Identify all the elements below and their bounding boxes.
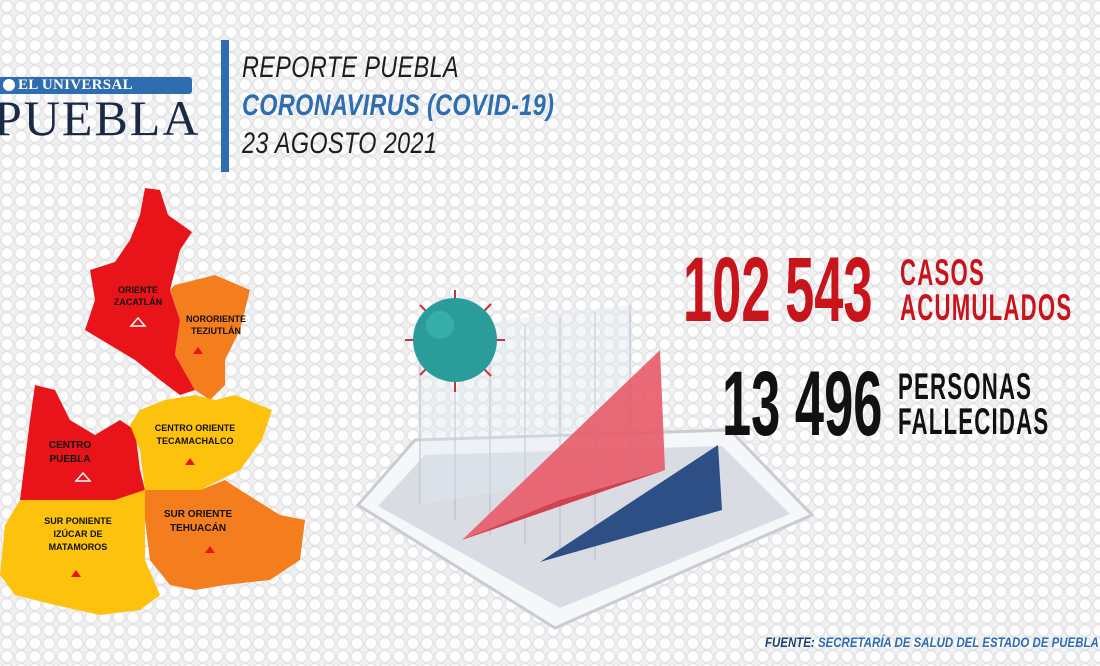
tablet-chart-illustration (355, 290, 815, 630)
divider (221, 40, 229, 172)
region-label: CENTRO ORIENTE (155, 423, 236, 433)
logo-brand: EL UNIVERSAL (0, 77, 192, 94)
red-bar-shape (462, 350, 665, 540)
region-sur-oriente-tehuacan (145, 480, 305, 590)
cases-label-2: ACUMULADOS (900, 287, 1073, 328)
region-label: IZÚCAR DE (54, 528, 103, 539)
triangle-outline-icon (74, 471, 92, 482)
region-oriente-zacatlan (85, 188, 195, 395)
region-label: ZACATLÁN (114, 297, 162, 307)
seal-icon (3, 79, 15, 91)
deaths-value: 13 496 (722, 353, 883, 455)
report-date: 23 AGOSTO 2021 (242, 127, 438, 160)
source-text: SECRETARÍA DE SALUD DEL ESTADO DE PUEBLA (817, 634, 1099, 650)
region-label: TEHUACÁN (170, 521, 226, 534)
logo-name: PUEBLA (0, 90, 201, 146)
region-label: NORORIENTE (186, 314, 246, 324)
triangle-icon (193, 347, 203, 354)
region-centro-puebla (20, 385, 145, 505)
region-label: SUR PONIENTE (44, 516, 112, 526)
cases-label-1: CASOS (900, 252, 985, 293)
region-label: PUEBLA (49, 454, 90, 465)
region-label: MATAMOROS (49, 542, 108, 552)
blue-bar-shape (540, 445, 722, 562)
virus-icon (405, 290, 505, 392)
source-key: FUENTE: (765, 634, 815, 650)
logo-brand-text: EL UNIVERSAL (18, 77, 133, 93)
triangle-icon (205, 546, 215, 553)
triangle-icon (71, 570, 81, 577)
puebla-map: ORIENTE ZACATLÁN NORORIENTE TEZIUTLÁN CE… (0, 188, 305, 615)
deaths-label-1: PERSONAS (898, 366, 1033, 407)
region-sur-poniente-izucar (0, 490, 160, 615)
region-label: CENTRO (49, 440, 91, 451)
region-label: TEZIUTLÁN (191, 326, 241, 336)
region-centro-oriente-tecamachalco (130, 395, 272, 490)
region-label: SUR ORIENTE (164, 509, 233, 520)
report-subtitle: CORONAVIRUS (COVID-19) (242, 89, 555, 122)
region-nororiente-teziutlan (170, 275, 250, 400)
triangle-icon (185, 458, 195, 465)
cases-value: 102 543 (683, 239, 873, 341)
region-label: ORIENTE (118, 285, 158, 295)
report-title: REPORTE PUEBLA (242, 51, 459, 84)
triangle-outline-icon (129, 316, 147, 327)
source-footer: FUENTE: SECRETARÍA DE SALUD DEL ESTADO D… (765, 634, 1099, 650)
deaths-label-2: FALLECIDAS (898, 401, 1050, 442)
region-label: TECAMACHALCO (157, 436, 234, 446)
